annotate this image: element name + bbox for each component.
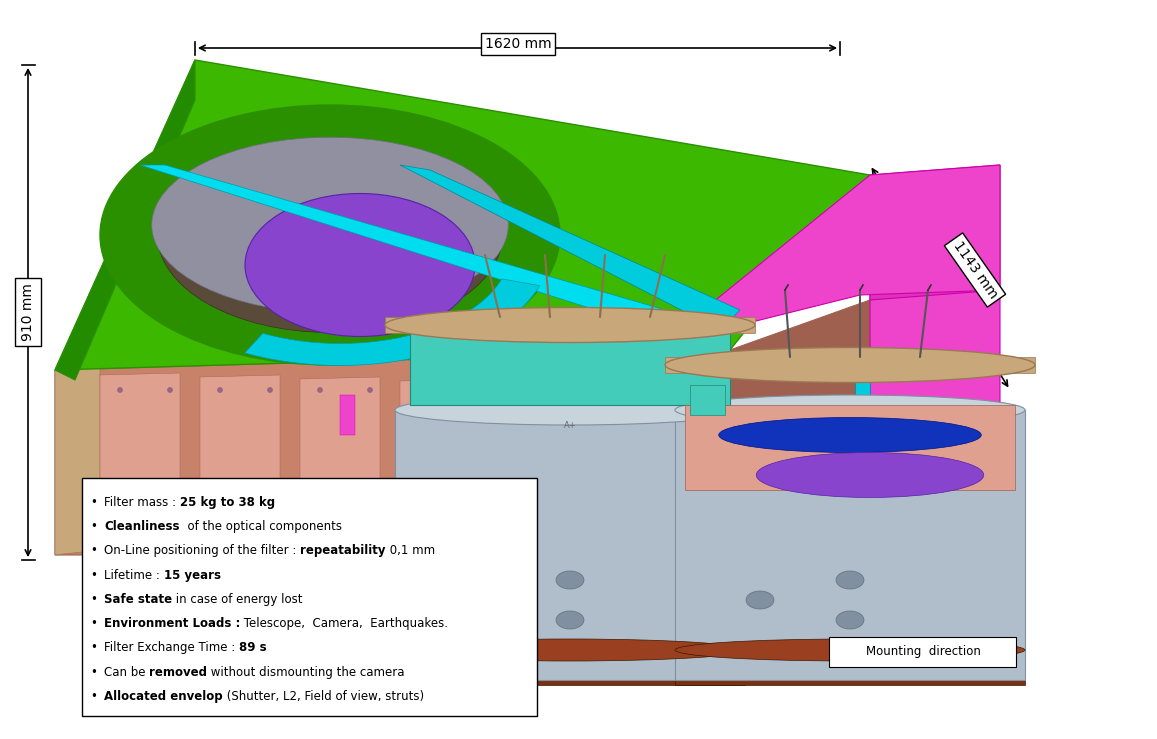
Text: 25 kg to 38 kg: 25 kg to 38 kg: [179, 496, 275, 509]
Bar: [690, 385, 725, 415]
Text: Telescope,  Camera,  Earthquakes.: Telescope, Camera, Earthquakes.: [241, 617, 449, 630]
Text: •: •: [90, 593, 97, 606]
Ellipse shape: [418, 387, 422, 392]
Polygon shape: [730, 300, 870, 555]
Ellipse shape: [100, 105, 560, 365]
Polygon shape: [400, 165, 740, 330]
Polygon shape: [659, 165, 1000, 345]
Text: removed: removed: [149, 666, 207, 678]
Text: 1620 mm: 1620 mm: [485, 37, 552, 51]
Ellipse shape: [385, 307, 756, 342]
Polygon shape: [56, 350, 730, 555]
Text: 910 mm: 910 mm: [21, 283, 35, 341]
Polygon shape: [870, 165, 1000, 300]
Polygon shape: [56, 60, 870, 370]
Polygon shape: [56, 60, 196, 380]
Text: Lifetime :: Lifetime :: [104, 569, 163, 582]
Text: 89 s: 89 s: [239, 641, 266, 654]
Text: •: •: [90, 617, 97, 630]
Text: •: •: [90, 545, 97, 557]
Ellipse shape: [675, 395, 1025, 425]
Text: 0,1 mm: 0,1 mm: [385, 545, 435, 557]
Polygon shape: [140, 165, 700, 340]
Ellipse shape: [395, 639, 745, 661]
Polygon shape: [870, 290, 1000, 440]
Bar: [675, 650, 1025, 685]
Ellipse shape: [245, 194, 476, 336]
Polygon shape: [200, 375, 280, 484]
Text: Can be: Can be: [104, 666, 149, 678]
Text: 15 years: 15 years: [163, 569, 221, 582]
Text: Filter Exchange Time :: Filter Exchange Time :: [104, 641, 239, 654]
Polygon shape: [56, 360, 100, 555]
Text: repeatability: repeatability: [300, 545, 385, 557]
Text: •: •: [90, 569, 97, 582]
Text: •: •: [90, 641, 97, 654]
Text: Cleanliness: Cleanliness: [104, 520, 179, 534]
Text: On-Line positioning of the filter :: On-Line positioning of the filter :: [104, 545, 300, 557]
Bar: [675, 410, 1025, 680]
Text: Allocated envelop: Allocated envelop: [104, 689, 222, 703]
Text: Mounting  direction: Mounting direction: [865, 645, 980, 658]
Ellipse shape: [757, 452, 983, 497]
Text: without dismounting the camera: without dismounting the camera: [207, 666, 405, 678]
Polygon shape: [100, 373, 180, 482]
Text: •: •: [90, 496, 97, 509]
Ellipse shape: [218, 387, 222, 392]
Text: (Shutter, L2, Field of view, struts): (Shutter, L2, Field of view, struts): [222, 689, 423, 703]
Text: •: •: [90, 689, 97, 703]
Bar: [340, 395, 355, 435]
Ellipse shape: [557, 571, 584, 589]
Text: Safe state: Safe state: [104, 593, 172, 606]
Text: in case of energy lost: in case of energy lost: [172, 593, 303, 606]
Bar: [410, 330, 730, 405]
Ellipse shape: [618, 387, 622, 392]
Text: 1143 mm: 1143 mm: [950, 239, 1000, 302]
Ellipse shape: [168, 387, 172, 392]
Ellipse shape: [395, 395, 745, 425]
Ellipse shape: [157, 137, 502, 333]
Ellipse shape: [837, 611, 864, 629]
Ellipse shape: [567, 387, 573, 392]
Bar: [685, 405, 1015, 490]
Bar: [100, 555, 130, 615]
Bar: [385, 317, 756, 333]
Bar: [665, 357, 1036, 373]
Ellipse shape: [267, 387, 273, 392]
Bar: [395, 650, 745, 685]
Text: of the optical components: of the optical components: [179, 520, 341, 534]
Ellipse shape: [467, 387, 472, 392]
Polygon shape: [500, 381, 580, 490]
Ellipse shape: [152, 137, 508, 313]
Ellipse shape: [668, 387, 672, 392]
Ellipse shape: [118, 387, 123, 392]
Ellipse shape: [557, 611, 584, 629]
Polygon shape: [300, 377, 379, 486]
Polygon shape: [400, 379, 480, 488]
Polygon shape: [600, 383, 680, 492]
Ellipse shape: [665, 347, 1036, 383]
Bar: [395, 410, 745, 680]
Ellipse shape: [837, 571, 864, 589]
Polygon shape: [244, 279, 539, 366]
Ellipse shape: [466, 591, 494, 609]
FancyBboxPatch shape: [830, 637, 1016, 667]
FancyBboxPatch shape: [82, 478, 537, 716]
Text: •: •: [90, 520, 97, 534]
Ellipse shape: [718, 418, 981, 452]
Ellipse shape: [517, 387, 523, 392]
Text: A+: A+: [563, 420, 576, 429]
Ellipse shape: [317, 387, 323, 392]
Ellipse shape: [746, 591, 774, 609]
Text: Filter mass :: Filter mass :: [104, 496, 179, 509]
Bar: [610, 470, 690, 505]
Text: Environment Loads :: Environment Loads :: [104, 617, 241, 630]
Text: •: •: [90, 666, 97, 678]
Ellipse shape: [410, 320, 730, 340]
Bar: [855, 360, 870, 440]
Ellipse shape: [368, 387, 373, 392]
Text: A+: A+: [843, 420, 856, 429]
Ellipse shape: [675, 639, 1025, 661]
Bar: [200, 555, 230, 615]
